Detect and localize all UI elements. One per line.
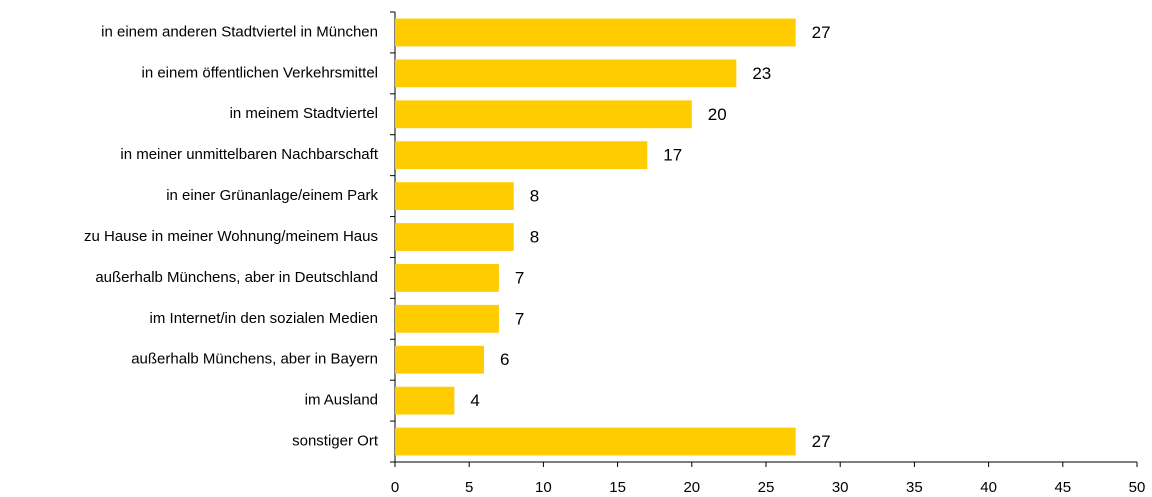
data-label: 7	[515, 268, 524, 287]
y-tick-label: zu Hause in meiner Wohnung/meinem Haus	[84, 228, 378, 245]
bar	[395, 223, 514, 251]
y-tick-label: im Internet/in den sozialen Medien	[150, 310, 378, 327]
bar	[395, 386, 455, 415]
bar	[395, 100, 692, 129]
bar	[395, 182, 514, 210]
x-tick-label: 30	[832, 479, 849, 496]
x-tick-label: 50	[1129, 479, 1146, 496]
x-tick-label: 20	[683, 479, 700, 496]
data-label: 17	[663, 146, 682, 165]
data-label: 7	[515, 309, 524, 328]
y-tick-label: in einem öffentlichen Verkehrsmittel	[141, 64, 378, 81]
x-tick-label: 0	[391, 479, 399, 496]
data-label: 27	[812, 432, 831, 451]
x-tick-label: 35	[906, 479, 923, 496]
y-tick-label: im Ausland	[305, 392, 378, 409]
bar	[395, 59, 737, 88]
data-label: 27	[812, 23, 831, 42]
x-tick-label: 45	[1054, 479, 1071, 496]
y-tick-label: in meiner unmittelbaren Nachbarschaft	[120, 146, 378, 163]
y-tick-label: in meinem Stadtviertel	[230, 105, 378, 122]
y-tick-label: in einer Grünanlage/einem Park	[166, 187, 378, 204]
x-tick-label: 15	[609, 479, 626, 496]
y-tick-label: außerhalb Münchens, aber in Bayern	[131, 351, 378, 368]
bar	[395, 18, 796, 47]
bar	[395, 141, 648, 170]
data-label: 20	[708, 105, 727, 124]
bar	[395, 345, 485, 374]
bar	[395, 427, 796, 456]
y-tick-label: außerhalb Münchens, aber in Deutschland	[95, 269, 378, 286]
x-tick-label: 25	[758, 479, 775, 496]
bar	[395, 304, 499, 333]
data-label: 8	[530, 227, 539, 246]
y-tick-label: in einem anderen Stadtviertel in München	[101, 23, 378, 40]
x-tick-label: 40	[980, 479, 997, 496]
data-label: 6	[500, 350, 509, 369]
x-tick-label: 5	[465, 479, 473, 496]
data-label: 23	[752, 64, 771, 83]
data-label: 8	[530, 187, 539, 206]
x-tick-label: 10	[535, 479, 552, 496]
bar	[395, 264, 499, 292]
y-tick-label: sonstiger Ort	[292, 433, 379, 450]
data-label: 4	[470, 391, 479, 410]
